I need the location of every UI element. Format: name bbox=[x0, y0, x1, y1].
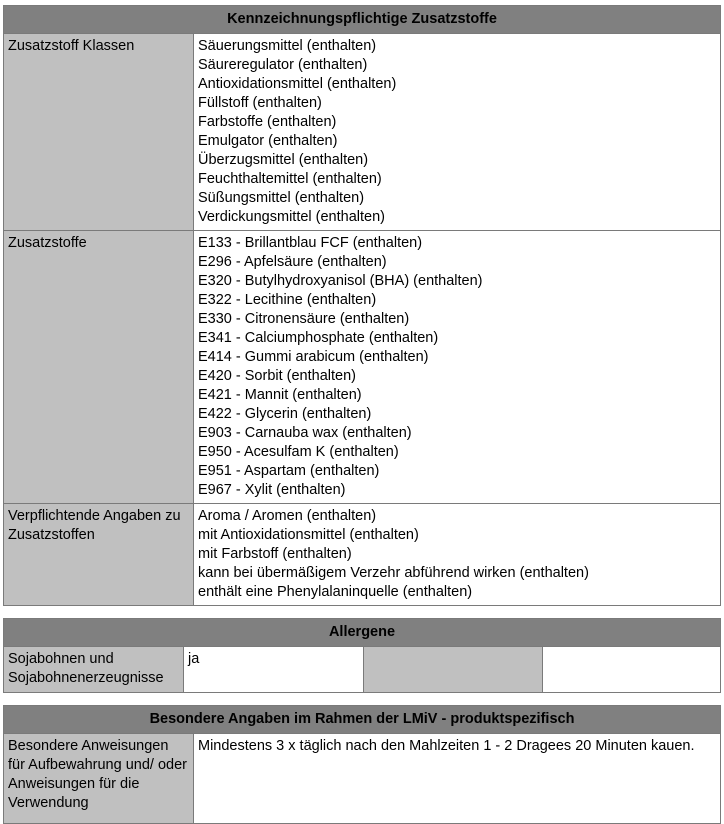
allergene-table: Allergene Sojabohnen und Sojabohnenerzeu… bbox=[3, 618, 721, 693]
section-header: Besondere Angaben im Rahmen der LMiV - p… bbox=[3, 705, 721, 734]
allergen-value: ja bbox=[183, 646, 364, 693]
list-item: Süßungsmittel (enthalten) bbox=[198, 190, 365, 206]
allergen-label: Sojabohnen und Sojabohnenerzeugnisse bbox=[3, 646, 184, 693]
list-item: E420 - Sorbit (enthalten) bbox=[198, 368, 356, 384]
list-item: E951 - Aspartam (enthalten) bbox=[198, 463, 380, 479]
list-item: E421 - Mannit (enthalten) bbox=[198, 387, 362, 403]
row-label: Zusatzstoffe bbox=[3, 230, 194, 504]
section-header: Allergene bbox=[3, 618, 721, 647]
list-item: E296 - Apfelsäure (enthalten) bbox=[198, 254, 387, 270]
section-header: Kennzeichnungspflichtige Zusatzstoffe bbox=[3, 5, 721, 34]
table-row: Zusatzstoffe E133 - Brillantblau FCF (en… bbox=[3, 230, 721, 504]
list-item: kann bei übermäßigem Verzehr abführend w… bbox=[198, 565, 589, 581]
table-row: Besondere Anweisungen für Aufbewahrung u… bbox=[3, 733, 721, 824]
table-row: Zusatzstoff Klassen Säuerungsmittel (ent… bbox=[3, 33, 721, 231]
row-label: Zusatzstoff Klassen bbox=[3, 33, 194, 231]
list-item: enthält eine Phenylalaninquelle (enthalt… bbox=[198, 584, 473, 600]
list-item: Überzugsmittel (enthalten) bbox=[198, 152, 369, 168]
lmiv-value: Mindestens 3 x täglich nach den Mahlzeit… bbox=[193, 733, 721, 824]
list-item: Antioxidationsmittel (enthalten) bbox=[198, 76, 397, 92]
table-row: Sojabohnen und Sojabohnenerzeugnisse ja bbox=[3, 646, 721, 693]
list-item: Aroma / Aromen (enthalten) bbox=[198, 508, 377, 524]
list-item: E422 - Glycerin (enthalten) bbox=[198, 406, 372, 422]
list-item: Feuchthaltemittel (enthalten) bbox=[198, 171, 382, 187]
empty-cell bbox=[363, 646, 543, 693]
list-item: E950 - Acesulfam K (enthalten) bbox=[198, 444, 399, 460]
zusatzstoffe-table: Kennzeichnungspflichtige Zusatzstoffe Zu… bbox=[3, 5, 721, 606]
list-item: E330 - Citronensäure (enthalten) bbox=[198, 311, 410, 327]
list-item: Säureregulator (enthalten) bbox=[198, 57, 368, 73]
row-values: E133 - Brillantblau FCF (enthalten) E296 … bbox=[193, 230, 721, 504]
list-item: E967 - Xylit (enthalten) bbox=[198, 482, 346, 498]
lmiv-label: Besondere Anweisungen für Aufbewahrung u… bbox=[3, 733, 194, 824]
list-item: Emulgator (enthalten) bbox=[198, 133, 338, 149]
list-item: E341 - Calciumphosphate (enthalten) bbox=[198, 330, 439, 346]
list-item: Säuerungsmittel (enthalten) bbox=[198, 38, 377, 54]
list-item: E414 - Gummi arabicum (enthalten) bbox=[198, 349, 429, 365]
table-row: Verpflichtende Angaben zu Zusatzstoffen … bbox=[3, 503, 721, 606]
empty-cell bbox=[542, 646, 721, 693]
list-item: E903 - Carnauba wax (enthalten) bbox=[198, 425, 412, 441]
list-item: Verdickungsmittel (enthalten) bbox=[198, 209, 385, 225]
list-item: E322 - Lecithine (enthalten) bbox=[198, 292, 377, 308]
row-values: Aroma / Aromen (enthalten) mit Antioxidat… bbox=[193, 503, 721, 606]
row-label: Verpflichtende Angaben zu Zusatzstoffen bbox=[3, 503, 194, 606]
list-item: E320 - Butylhydroxyanisol (BHA) (enthalt… bbox=[198, 273, 483, 289]
list-item: mit Antioxidationsmittel (enthalten) bbox=[198, 527, 419, 543]
list-item: Füllstoff (enthalten) bbox=[198, 95, 322, 111]
list-item: Farbstoffe (enthalten) bbox=[198, 114, 337, 130]
row-values: Säuerungsmittel (enthalten) Säureregulato… bbox=[193, 33, 721, 231]
list-item: E133 - Brillantblau FCF (enthalten) bbox=[198, 235, 423, 251]
lmiv-table: Besondere Angaben im Rahmen der LMiV - p… bbox=[3, 705, 721, 824]
list-item: mit Farbstoff (enthalten) bbox=[198, 546, 352, 562]
